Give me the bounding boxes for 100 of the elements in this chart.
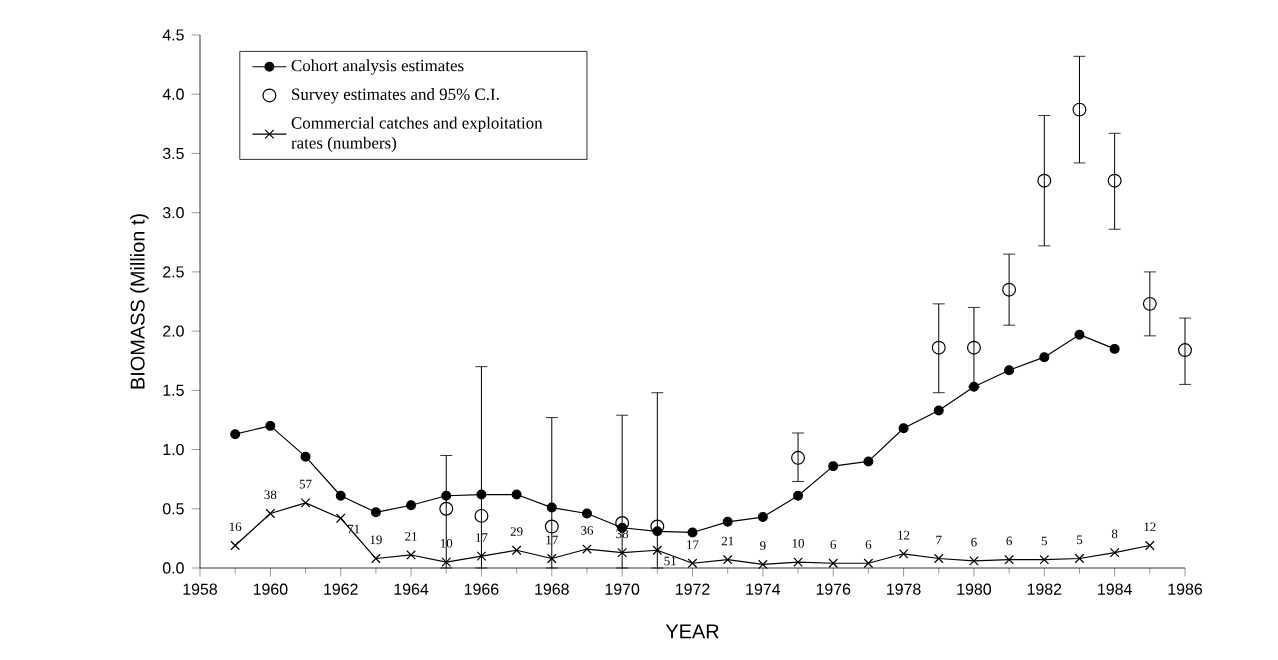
point [793,490,804,501]
point [439,501,454,516]
point [1072,102,1087,117]
annotation: 16 [229,522,242,532]
x-tick-label: 1966 [464,583,499,595]
point [898,423,909,434]
point [757,512,768,523]
point [1002,282,1017,297]
point [933,553,944,564]
x-tick-label: 1976 [816,583,851,595]
point [581,508,592,519]
annotation: 8 [1111,529,1118,539]
annotation: 29 [510,527,523,536]
annotation: 10 [792,538,805,548]
annotation: 57 [299,479,312,489]
point [1037,173,1052,188]
point [828,558,839,569]
point [300,498,311,508]
x-tick-label: 1974 [746,583,781,595]
point [371,553,381,564]
point [1142,296,1157,311]
point [793,557,803,567]
x-tick-label: 1978 [887,583,921,595]
y-tick-label: 3.5 [162,147,184,160]
x-tick-label: 1962 [324,583,358,595]
point [1004,365,1015,376]
point [1039,554,1050,565]
point [370,507,381,518]
legend-label: Cohort analysis estimates [291,59,464,75]
annotation: 38 [264,490,277,500]
x-tick-label: 1968 [535,583,569,595]
point [617,547,627,558]
point [687,558,698,569]
point [1004,554,1014,565]
x-tick-label: 1958 [183,583,218,595]
y-tick-label: 4.5 [162,29,184,41]
point [687,527,698,538]
point [1178,343,1192,358]
annotation: 36 [581,525,594,535]
point [898,548,909,559]
point [406,500,417,511]
point [476,551,487,561]
x-tick-label: 1982 [1027,583,1062,595]
point [966,340,981,355]
point [1107,173,1122,188]
point [863,558,874,569]
point [474,508,489,523]
point [722,554,733,565]
annotation: 9 [760,541,766,551]
annotation: 5 [1076,535,1083,545]
point [722,516,733,527]
annotation: 6 [1006,536,1012,546]
point [476,489,487,500]
y-tick-label: 3.0 [162,207,184,219]
x-tick-label: 1972 [675,583,710,595]
y-tick-label: 4.0 [162,88,184,100]
point [546,502,557,513]
y-axis-title: BIOMASS (Million t) [130,214,149,389]
point [1074,329,1085,340]
x-axis-title: YEAR [665,624,719,639]
y-tick-label: 0.5 [162,503,184,515]
point [1109,547,1120,558]
annotation: 12 [898,530,910,540]
annotation: 21 [721,536,734,546]
point [265,420,276,431]
annotation: 12 [1144,522,1156,532]
y-tick-label: 0.0 [162,562,184,574]
annotation: 17 [687,540,699,549]
y-tick-label: 1.5 [163,384,184,396]
x-tick-label: 1986 [1168,583,1203,595]
point [582,544,592,554]
point [230,429,241,440]
legend-label: Survey estimates and 95% C.I. [292,88,499,104]
y-tick-label: 2.5 [163,266,184,278]
point [546,553,557,564]
point [544,519,559,534]
point [615,516,630,530]
annotation: 7 [936,535,942,545]
point [511,489,522,500]
point [652,545,663,556]
x-tick-label: 1960 [253,583,288,595]
point [933,405,944,416]
point [335,490,346,501]
annotation: 51 [664,556,676,566]
y-tick-label: 2.0 [163,325,184,337]
point [650,519,665,534]
point [511,545,522,556]
point [441,490,452,501]
y-tick-label: 1.0 [163,443,184,456]
point [791,450,806,465]
point [828,461,839,472]
point [230,540,241,551]
annotation: 6 [971,537,977,547]
annotation: 5 [1041,536,1048,546]
x-tick-label: 1984 [1098,583,1132,595]
point [968,381,979,392]
legend-label: Commercial catches and exploitation rates (numbers) [291,116,543,153]
point [931,340,946,355]
point [969,556,979,566]
point [1039,352,1050,363]
